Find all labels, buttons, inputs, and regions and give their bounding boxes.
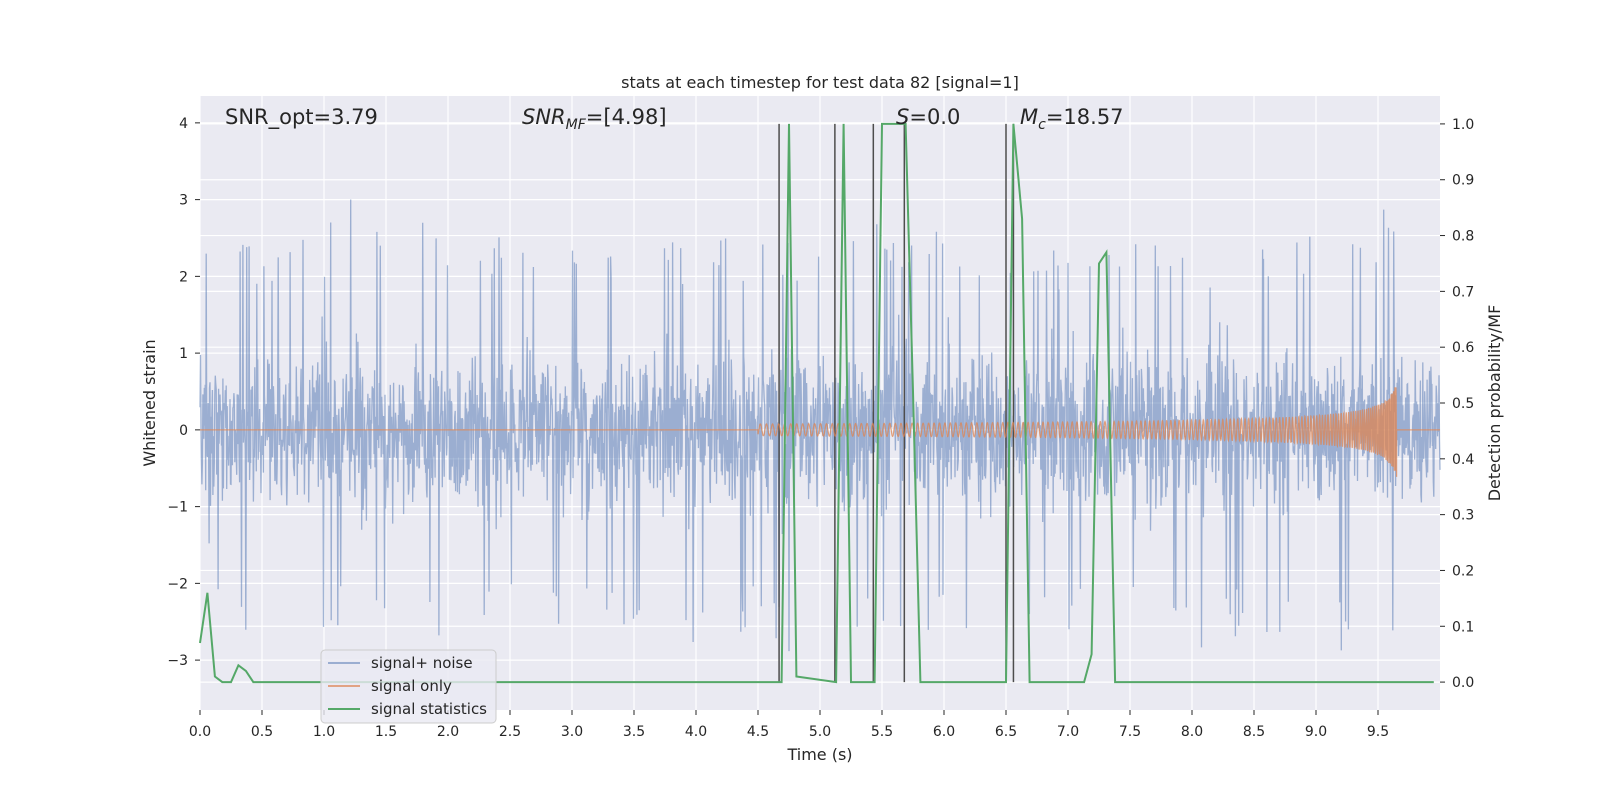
y-right-tick-label: 1.0 bbox=[1452, 117, 1474, 133]
legend-label-signal-only: signal only bbox=[371, 677, 452, 695]
legend-label-signal-statistics: signal statistics bbox=[371, 700, 487, 718]
y-right-tick-label: 0.5 bbox=[1452, 396, 1474, 412]
y-left-tick-label: −3 bbox=[167, 653, 188, 669]
y-right-tick-label: 0.3 bbox=[1452, 508, 1474, 524]
snr-mf-subscript: MF bbox=[566, 117, 587, 133]
annotation-snr-mf: SNRMF=[4.98] bbox=[522, 105, 667, 133]
y-right-tick-label: 0.7 bbox=[1452, 284, 1474, 300]
tick-labels: 0.0 0.5 1.0 1.5 2.0 2.5 3.0 3.5 4.0 4.5 5.0 5.5 6.0 6… bbox=[167, 116, 1474, 740]
statistics-trace bbox=[199, 122, 1434, 684]
x-tick-label: 6.0 bbox=[933, 724, 955, 740]
mc-symbol: M bbox=[1020, 105, 1038, 129]
legend-label-signal-noise: signal+ noise bbox=[371, 654, 473, 672]
x-tick-label: 5.5 bbox=[871, 724, 893, 740]
x-tick-label: 2.0 bbox=[437, 724, 459, 740]
x-tick-label: 8.0 bbox=[1181, 724, 1203, 740]
x-tick-label: 3.0 bbox=[561, 724, 583, 740]
y-right-tick-label: 0.1 bbox=[1452, 619, 1474, 635]
y-left-tick-label: 1 bbox=[179, 346, 188, 362]
y-left-tick-label: −2 bbox=[167, 576, 188, 592]
y-right-tick-label: 0.9 bbox=[1452, 173, 1474, 189]
series-signal-only bbox=[200, 387, 1440, 477]
x-tick-label: 7.5 bbox=[1119, 724, 1141, 740]
x-tick-label: 1.5 bbox=[375, 724, 397, 740]
y-right-tick-label: 0.4 bbox=[1452, 452, 1474, 468]
legend-box bbox=[320, 649, 497, 724]
x-tick-label: 0.5 bbox=[251, 724, 273, 740]
y-left-tick-label: 4 bbox=[179, 116, 188, 132]
legend: signal+ noise signal only signal statist… bbox=[320, 649, 497, 724]
vertical-markers bbox=[778, 123, 1015, 683]
y-axis-label-right: Detection probability/MF bbox=[1485, 305, 1504, 502]
snr-mf-prefix: SNR bbox=[522, 105, 566, 129]
snr-mf-value: =[4.98] bbox=[586, 105, 667, 129]
y-left-tick-label: −1 bbox=[167, 500, 188, 516]
x-tick-label: 2.5 bbox=[499, 724, 521, 740]
noise-trace bbox=[199, 199, 1441, 652]
y-left-tick-label: 2 bbox=[179, 269, 188, 285]
x-tick-label: 5.0 bbox=[809, 724, 831, 740]
x-tick-label: 8.5 bbox=[1243, 724, 1265, 740]
x-tick-label: 7.0 bbox=[1057, 724, 1079, 740]
y-left-tick-label: 0 bbox=[179, 423, 188, 439]
chirp-trace bbox=[200, 387, 1440, 477]
y-right-tick-label: 0.0 bbox=[1452, 675, 1474, 691]
x-tick-label: 6.5 bbox=[995, 724, 1017, 740]
y-left-tick-label: 3 bbox=[179, 193, 188, 209]
chart-title: stats at each timestep for test data 82 … bbox=[621, 73, 1019, 92]
s-value: =0.0 bbox=[909, 105, 960, 129]
annotation-s: S=0.0 bbox=[896, 105, 960, 129]
annotation-mc: Mc=18.57 bbox=[1020, 105, 1124, 133]
series-signal-noise bbox=[199, 199, 1441, 652]
annotation-snr-opt: SNR_opt=3.79 bbox=[225, 105, 378, 130]
y-right-tick-label: 0.2 bbox=[1452, 563, 1474, 579]
x-tick-label: 3.5 bbox=[623, 724, 645, 740]
x-tick-label: 1.0 bbox=[313, 724, 335, 740]
x-tick-label: 4.5 bbox=[747, 724, 769, 740]
y-right-tick-label: 0.6 bbox=[1452, 340, 1474, 356]
mc-value: =18.57 bbox=[1046, 105, 1124, 129]
s-symbol: S bbox=[896, 105, 909, 129]
x-tick-label: 4.0 bbox=[685, 724, 707, 740]
x-tick-label: 9.5 bbox=[1367, 724, 1389, 740]
series-signal-statistics bbox=[199, 122, 1434, 684]
x-axis-label: Time (s) bbox=[786, 745, 852, 764]
x-tick-label: 0.0 bbox=[189, 724, 211, 740]
y-axis-label-left: Whitened strain bbox=[140, 339, 159, 466]
x-tick-label: 9.0 bbox=[1305, 724, 1327, 740]
mc-subscript: c bbox=[1038, 117, 1046, 133]
y-right-tick-label: 0.8 bbox=[1452, 229, 1474, 245]
